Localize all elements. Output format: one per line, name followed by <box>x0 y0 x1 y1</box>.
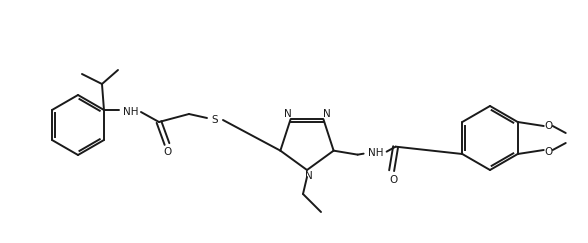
Text: NH: NH <box>123 107 139 117</box>
Text: S: S <box>212 115 218 125</box>
Text: N: N <box>323 109 330 119</box>
Text: O: O <box>164 147 172 157</box>
Text: O: O <box>389 175 397 185</box>
Text: N: N <box>305 171 313 181</box>
Text: O: O <box>544 147 553 157</box>
Text: N: N <box>283 109 292 119</box>
Text: O: O <box>544 121 553 131</box>
Text: NH: NH <box>368 148 383 158</box>
